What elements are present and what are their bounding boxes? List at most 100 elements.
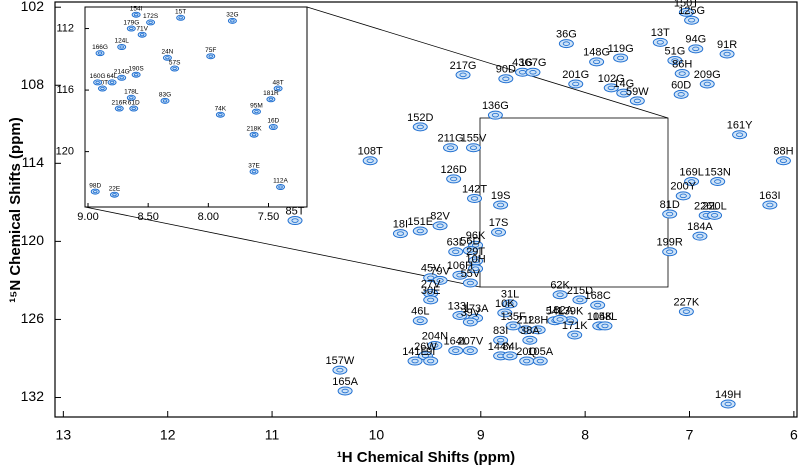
peak-label: 28H: [528, 315, 548, 327]
peak-core: [396, 231, 405, 236]
peak-label: 102G: [598, 73, 625, 85]
peak-core: [601, 323, 609, 329]
peak: [162, 54, 172, 61]
peak: [117, 44, 127, 50]
x-tick-label: 7: [686, 427, 694, 443]
peak: [273, 85, 283, 92]
peak: [498, 74, 514, 84]
peak-label: 90D: [496, 64, 516, 76]
peak-label: 37E: [248, 162, 260, 169]
peak: [662, 209, 678, 219]
peak-core: [688, 17, 696, 23]
peak-core: [506, 353, 514, 359]
peak: [732, 130, 748, 140]
peak-core: [534, 327, 542, 333]
peak-core: [97, 51, 103, 55]
peak-core: [766, 202, 774, 208]
peak-label: 22E: [109, 185, 121, 192]
peak: [266, 96, 276, 103]
peak-label: 141E: [402, 346, 428, 358]
peak: [493, 335, 509, 345]
x-tick-label: 9.00: [77, 211, 98, 223]
peak: [448, 247, 464, 257]
peak-label: 220L: [702, 200, 726, 212]
peak-label: 15T: [175, 8, 186, 15]
peak: [332, 365, 348, 375]
peak-core: [466, 319, 474, 325]
peak-core: [452, 249, 460, 254]
peak-core: [119, 76, 124, 80]
peak-core: [522, 327, 530, 333]
peak-core: [779, 158, 788, 163]
peak: [675, 191, 691, 201]
peak-label: 148G: [583, 47, 610, 59]
peak-core: [502, 76, 510, 81]
peak-label: 21L: [516, 315, 534, 327]
peak-core: [251, 133, 257, 137]
peak-label: 153N: [705, 166, 731, 178]
peak-label: 218K: [246, 125, 262, 132]
peak-label: 64L: [107, 73, 118, 80]
peak-core: [112, 193, 117, 197]
peak: [362, 156, 378, 166]
peak-core: [607, 85, 615, 91]
peak-label: 158L: [593, 311, 617, 323]
peak: [710, 177, 726, 187]
peak: [462, 245, 478, 255]
peak-label: 164L: [444, 336, 468, 348]
peak-core: [218, 113, 223, 117]
peak-core: [131, 107, 136, 111]
x-tick-label: 11: [265, 427, 280, 443]
peak-core: [366, 158, 374, 163]
peak-core: [671, 58, 679, 63]
peak: [129, 105, 139, 112]
peak-label: 214G: [114, 68, 130, 75]
peak-core: [416, 318, 424, 323]
peak: [407, 356, 423, 366]
x-tick-label: 7.50: [258, 211, 279, 223]
peak: [502, 299, 518, 309]
peak-label: 24N: [161, 48, 173, 55]
peak: [97, 85, 107, 92]
peak-core: [471, 243, 480, 248]
peak: [493, 200, 509, 210]
x-tick-label: 13: [56, 427, 72, 443]
peak-label: 20Q: [516, 346, 537, 358]
peak-core: [682, 309, 690, 314]
peak-label: 178L: [124, 88, 139, 95]
peak-core: [93, 190, 98, 194]
peak: [93, 79, 103, 86]
peak: [590, 300, 606, 310]
peak-core: [178, 16, 183, 20]
peak-label: 9I: [426, 346, 435, 358]
peak-core: [471, 266, 480, 271]
peak-label: 18I: [393, 218, 408, 230]
peak-core: [427, 358, 435, 364]
peak-core: [497, 338, 505, 343]
peak-label: 179G: [123, 19, 139, 26]
peak-label: 29T: [466, 246, 485, 258]
peak-core: [162, 99, 168, 103]
peak-core: [617, 55, 625, 61]
peak: [412, 316, 428, 326]
peak: [448, 346, 464, 356]
peak-core: [427, 275, 435, 281]
y-tick-label: 114: [22, 154, 45, 170]
peak-core: [117, 107, 122, 111]
peak-label: 144Y: [488, 341, 514, 353]
peak-label: 81D: [660, 199, 680, 211]
peak-core: [452, 348, 460, 353]
peak-core: [100, 87, 105, 91]
peak-label: 19S: [491, 190, 511, 202]
x-axis-title: ¹H Chemical Shifts (ppm): [337, 449, 515, 466]
peak-label: 126D: [441, 164, 467, 176]
peak: [525, 67, 541, 77]
peak: [465, 143, 481, 153]
peak-label: 166G: [92, 44, 108, 51]
peak: [629, 96, 645, 106]
peak-label: 149H: [715, 389, 741, 401]
peak-label: 16D: [267, 118, 279, 125]
peak: [462, 278, 478, 288]
y-tick-label: 102: [21, 0, 45, 14]
peak-label: 155V: [461, 133, 487, 145]
